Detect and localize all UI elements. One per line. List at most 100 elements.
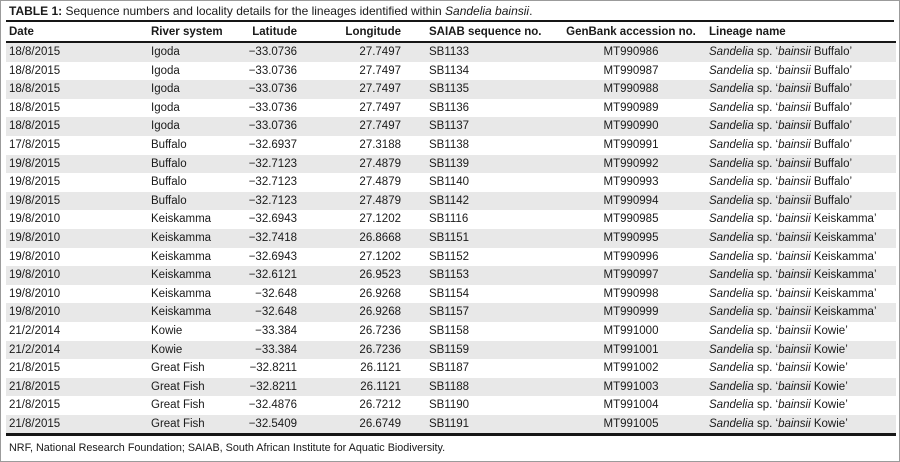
cell-saiab: SB1158 — [429, 324, 470, 337]
lineage-part: bainsii — [778, 399, 811, 412]
cell-date: 19/8/2015 — [9, 176, 61, 189]
cell-lon: 27.1202 — [359, 213, 401, 226]
lineage-part: sp. ‘ — [753, 417, 779, 430]
title-part: . — [529, 4, 533, 18]
lineage-part: Buffalo’ — [810, 120, 853, 133]
lineage-part: Sandelia — [709, 83, 754, 96]
table-row: 19/8/2010 Keiskamma −32.7418 26.8668 SB1151 M… — [6, 228, 896, 248]
cell-river: Keiskamma — [151, 250, 212, 263]
cell-date: 19/8/2010 — [9, 250, 61, 263]
header-lineage-name: Lineage name — [701, 22, 896, 43]
lineage-part: sp. ‘ — [753, 362, 779, 375]
lineage-part: Kowie’ — [810, 417, 848, 430]
lineage-part: Sandelia — [709, 46, 754, 58]
lineage-part: bainsii — [778, 213, 811, 226]
table-row: 18/8/2015 Igoda −33.0736 27.7497 SB1135 MT990… — [6, 80, 896, 99]
cell-lon: 27.1202 — [359, 250, 401, 263]
cell-genbank: MT990992 — [603, 157, 659, 170]
sequence-locality-table: Date River system Latitude Longitude SAI… — [6, 22, 896, 436]
cell-river: Igoda — [151, 101, 180, 114]
cell-saiab: SB1152 — [429, 250, 470, 263]
cell-river: Great Fish — [151, 362, 205, 375]
lineage-part: Kowie’ — [810, 362, 848, 375]
cell-lon: 27.7497 — [359, 64, 401, 77]
lineage-part: Sandelia — [709, 213, 754, 226]
cell-lon: 26.7236 — [359, 324, 401, 337]
lineage-part: Sandelia — [709, 399, 754, 412]
cell-lineage: Sandelia sp. ‘bainsii Kowie’ — [701, 378, 896, 397]
cell-lineage: Sandelia sp. ‘bainsii Keiskamma’ — [701, 266, 896, 285]
header-date: Date — [6, 22, 143, 43]
cell-lat: −33.0736 — [248, 83, 297, 96]
lineage-part: sp. ‘ — [753, 250, 779, 263]
lineage-part: Buffalo’ — [810, 101, 853, 114]
cell-lon: 27.3188 — [359, 138, 401, 151]
cell-lat: −32.6121 — [248, 269, 297, 282]
cell-date: 21/8/2015 — [9, 417, 61, 430]
lineage-part: sp. ‘ — [753, 138, 779, 151]
lineage-part: sp. ‘ — [753, 231, 779, 244]
cell-river: Keiskamma — [151, 213, 212, 226]
cell-date: 19/8/2010 — [9, 213, 61, 226]
cell-lineage: Sandelia sp. ‘bainsii Buffalo’ — [701, 117, 896, 136]
cell-river: Keiskamma — [151, 287, 212, 300]
table-footnote: NRF, National Research Foundation; SAIAB… — [9, 442, 446, 455]
cell-lon: 27.4879 — [359, 176, 401, 189]
cell-genbank: MT991003 — [603, 380, 659, 393]
lineage-part: Keiskamma’ — [810, 231, 877, 244]
lineage-part: Sandelia — [709, 64, 754, 77]
cell-genbank: MT990986 — [603, 46, 659, 58]
cell-date: 19/8/2010 — [9, 269, 61, 282]
cell-lon: 26.1121 — [360, 380, 401, 393]
lineage-part: Sandelia — [709, 287, 754, 300]
table-header: Date River system Latitude Longitude SAI… — [6, 22, 896, 43]
cell-lineage: Sandelia sp. ‘bainsii Buffalo’ — [701, 173, 896, 192]
cell-genbank: MT990990 — [603, 120, 659, 133]
cell-river: Kowie — [151, 343, 183, 356]
cell-lineage: Sandelia sp. ‘bainsii Kowie’ — [701, 341, 896, 360]
lineage-part: Kowie’ — [810, 380, 848, 393]
cell-lat: −32.5409 — [248, 417, 297, 430]
cell-lineage: Sandelia sp. ‘bainsii Keiskamma’ — [701, 285, 896, 304]
cell-genbank: MT990985 — [603, 213, 659, 226]
lineage-part: Sandelia — [709, 138, 754, 151]
cell-genbank: MT991000 — [603, 324, 659, 337]
lineage-part: bainsii — [778, 324, 811, 337]
header-longitude: Longitude — [297, 22, 401, 43]
cell-lat: −32.6943 — [248, 250, 297, 263]
table-row: 21/2/2014 Kowie −33.384 26.7236 SB1159 MT9910… — [6, 340, 896, 360]
lineage-part: Sandelia — [709, 417, 754, 430]
cell-lat: −32.7123 — [248, 176, 297, 189]
lineage-part: sp. ‘ — [753, 101, 779, 114]
cell-lon: 27.7497 — [359, 101, 401, 114]
cell-genbank: MT991001 — [603, 343, 659, 356]
lineage-part: Sandelia — [709, 250, 754, 263]
lineage-part: bainsii — [778, 343, 811, 356]
lineage-part: Buffalo’ — [810, 176, 853, 189]
cell-saiab: SB1190 — [429, 399, 470, 412]
cell-lat: −33.384 — [255, 324, 297, 337]
cell-lineage: Sandelia sp. ‘bainsii Buffalo’ — [701, 62, 896, 81]
cell-lat: −32.648 — [255, 306, 297, 319]
table-row: 19/8/2015 Buffalo −32.7123 27.4879 SB1139 MT9… — [6, 154, 896, 174]
cell-lineage: Sandelia sp. ‘bainsii Keiskamma’ — [701, 303, 896, 322]
lineage-part: sp. ‘ — [753, 287, 779, 300]
lineage-part: bainsii — [778, 380, 811, 393]
cell-genbank: MT990989 — [603, 101, 659, 114]
lineage-part: sp. ‘ — [753, 399, 779, 412]
cell-genbank: MT990997 — [603, 269, 659, 282]
cell-lon: 26.7236 — [359, 343, 401, 356]
header-row: Date River system Latitude Longitude SAI… — [6, 22, 896, 43]
cell-lon: 26.6749 — [359, 417, 401, 430]
cell-genbank: MT990991 — [603, 138, 659, 151]
lineage-part: Buffalo’ — [810, 138, 853, 151]
lineage-part: bainsii — [778, 269, 811, 282]
cell-lineage: Sandelia sp. ‘bainsii Kowie’ — [701, 396, 896, 415]
cell-date: 21/2/2014 — [9, 343, 61, 356]
header-genbank-accession-no: GenBank accession no. — [561, 22, 701, 43]
cell-saiab: SB1116 — [429, 213, 469, 226]
cell-genbank: MT991002 — [603, 362, 659, 375]
cell-river: Buffalo — [151, 194, 187, 207]
cell-saiab: SB1159 — [429, 343, 470, 356]
